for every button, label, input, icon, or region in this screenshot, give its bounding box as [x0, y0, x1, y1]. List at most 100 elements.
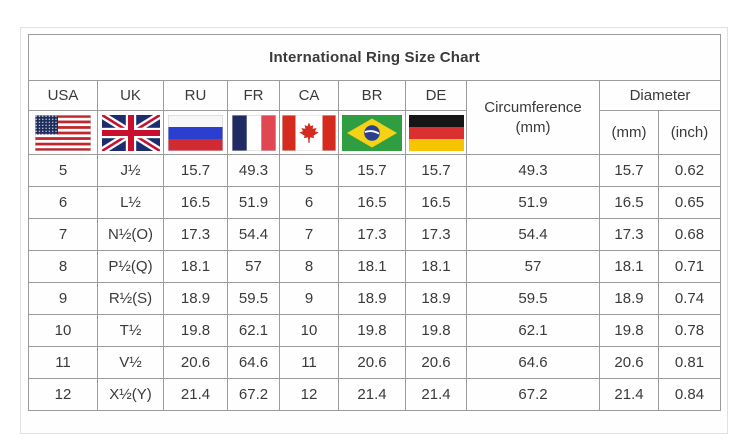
maple-leaf [299, 122, 319, 143]
col-header-ca: CA [279, 80, 339, 111]
cell-diameter-inch: 0.81 [658, 346, 721, 379]
cell-de: 20.6 [405, 346, 467, 379]
cell-ru: 18.9 [163, 282, 228, 315]
cell-fr: 54.4 [227, 218, 280, 251]
cell-uk: N½(O) [97, 218, 164, 251]
cell-fr: 51.9 [227, 186, 280, 219]
cell-circumference-mm: 64.6 [466, 346, 600, 379]
diameter-inch-subheader: (inch) [658, 110, 721, 155]
cell-ru: 15.7 [163, 154, 228, 187]
cell-diameter-inch: 0.65 [658, 186, 721, 219]
germany-flag-cell [405, 110, 467, 155]
ring-size-rows: 5 J½ 15.7 49.3 5 15.7 15.7 49.3 15.7 0.6… [28, 154, 721, 411]
cell-fr: 57 [227, 250, 280, 283]
usa-flag-cell [28, 110, 98, 155]
cell-usa: 8 [28, 250, 98, 283]
cell-circumference-mm: 49.3 [466, 154, 600, 187]
france-flag-icon [231, 114, 276, 151]
col-header-br: BR [338, 80, 406, 111]
table-row: 5 J½ 15.7 49.3 5 15.7 15.7 49.3 15.7 0.6… [28, 154, 721, 187]
cell-circumference-mm: 59.5 [466, 282, 600, 315]
col-header-fr: FR [227, 80, 280, 111]
cell-usa: 10 [28, 314, 98, 347]
cell-ca: 12 [279, 378, 339, 411]
cell-ca: 9 [279, 282, 339, 315]
cell-usa: 9 [28, 282, 98, 315]
table-row: 9 R½(S) 18.9 59.5 9 18.9 18.9 59.5 18.9 … [28, 282, 721, 315]
circumference-label: Circumference [484, 99, 582, 116]
cell-br: 17.3 [338, 218, 406, 251]
cell-diameter-inch: 0.62 [658, 154, 721, 187]
russia-flag-cell [163, 110, 228, 155]
circumference-unit: (mm) [515, 118, 551, 136]
table-row: 12 X½(Y) 21.4 67.2 12 21.4 21.4 67.2 21.… [28, 378, 721, 411]
flag-row: (mm) (inch) [28, 110, 721, 155]
cell-de: 21.4 [405, 378, 467, 411]
cell-ca: 6 [279, 186, 339, 219]
table-row: 11 V½ 20.6 64.6 11 20.6 20.6 64.6 20.6 0… [28, 346, 721, 379]
cell-circumference-mm: 67.2 [466, 378, 600, 411]
circumference-header: Circumference (mm) [466, 80, 600, 155]
cell-de: 18.1 [405, 250, 467, 283]
cell-ru: 19.8 [163, 314, 228, 347]
cell-ru: 17.3 [163, 218, 228, 251]
col-header-usa: USA [28, 80, 98, 111]
cell-uk: R½(S) [97, 282, 164, 315]
cell-ru: 16.5 [163, 186, 228, 219]
cell-diameter-inch: 0.78 [658, 314, 721, 347]
cell-br: 19.8 [338, 314, 406, 347]
table-row: 8 P½(Q) 18.1 57 8 18.1 18.1 57 18.1 0.71 [28, 250, 721, 283]
canada-flag-icon [282, 114, 336, 151]
cell-br: 16.5 [338, 186, 406, 219]
cell-circumference-mm: 51.9 [466, 186, 600, 219]
table-row: 7 N½(O) 17.3 54.4 7 17.3 17.3 54.4 17.3 … [28, 218, 721, 251]
ring-size-table: International Ring Size Chart USA UK RU … [28, 34, 721, 411]
country-header-row: USA UK RU FR CA BR DE Circumference (mm)… [28, 80, 721, 155]
cell-diameter-mm: 17.3 [599, 218, 659, 251]
cell-circumference-mm: 57 [466, 250, 600, 283]
chart-frame: International Ring Size Chart USA UK RU … [20, 27, 728, 434]
brazil-flag-cell [338, 110, 406, 155]
cell-usa: 12 [28, 378, 98, 411]
cell-fr: 67.2 [227, 378, 280, 411]
table-row: 10 T½ 19.8 62.1 10 19.8 19.8 62.1 19.8 0… [28, 314, 721, 347]
cell-usa: 7 [28, 218, 98, 251]
cell-br: 20.6 [338, 346, 406, 379]
cell-de: 17.3 [405, 218, 467, 251]
cell-fr: 64.6 [227, 346, 280, 379]
usa-flag-icon [35, 114, 91, 151]
germany-flag-icon [408, 114, 464, 151]
cell-ca: 11 [279, 346, 339, 379]
cell-fr: 59.5 [227, 282, 280, 315]
cell-diameter-inch: 0.74 [658, 282, 721, 315]
cell-diameter-mm: 16.5 [599, 186, 659, 219]
canada-flag-cell [279, 110, 339, 155]
russia-flag-icon [168, 114, 223, 151]
cell-de: 18.9 [405, 282, 467, 315]
cell-uk: T½ [97, 314, 164, 347]
diameter-header: Diameter [599, 80, 721, 111]
cell-ru: 18.1 [163, 250, 228, 283]
cell-uk: X½(Y) [97, 378, 164, 411]
cell-diameter-inch: 0.68 [658, 218, 721, 251]
cell-circumference-mm: 62.1 [466, 314, 600, 347]
cell-uk: P½(Q) [97, 250, 164, 283]
cell-usa: 6 [28, 186, 98, 219]
cell-fr: 49.3 [227, 154, 280, 187]
cell-diameter-inch: 0.71 [658, 250, 721, 283]
cell-fr: 62.1 [227, 314, 280, 347]
brazil-flag-icon [342, 114, 402, 151]
col-header-ru: RU [163, 80, 228, 111]
cell-uk: V½ [97, 346, 164, 379]
cell-diameter-mm: 15.7 [599, 154, 659, 187]
page-title: International Ring Size Chart [28, 34, 721, 81]
cell-diameter-mm: 21.4 [599, 378, 659, 411]
cell-br: 15.7 [338, 154, 406, 187]
col-header-uk: UK [97, 80, 164, 111]
col-header-de: DE [405, 80, 467, 111]
cell-br: 18.1 [338, 250, 406, 283]
cell-uk: J½ [97, 154, 164, 187]
cell-diameter-mm: 20.6 [599, 346, 659, 379]
cell-ru: 21.4 [163, 378, 228, 411]
cell-diameter-mm: 18.1 [599, 250, 659, 283]
